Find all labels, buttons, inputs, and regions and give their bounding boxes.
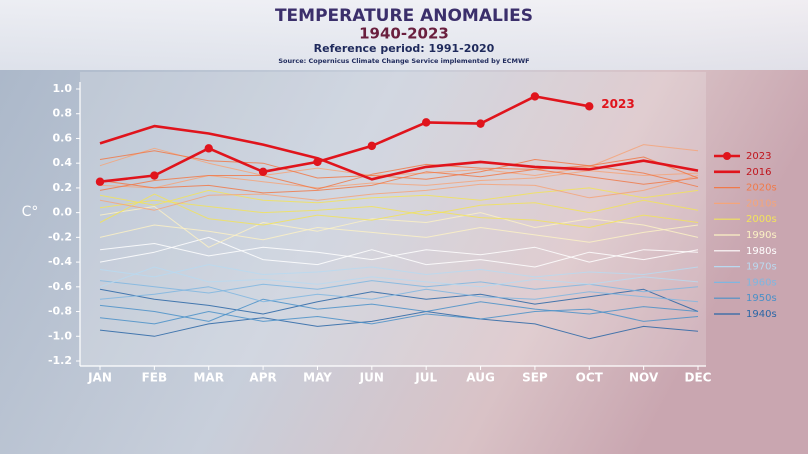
- decade-line: [99, 286, 699, 303]
- decade-line: [99, 150, 699, 180]
- y-axis-label: C°: [22, 204, 39, 220]
- y-tick-label: -1.2: [48, 354, 72, 367]
- point: [367, 141, 377, 151]
- x-tick-label: APR: [249, 371, 276, 385]
- decade-line: [99, 298, 699, 322]
- legend-label: 2020s: [746, 183, 777, 194]
- decade-line: [99, 280, 699, 294]
- y-tick-label: 0.8: [53, 107, 73, 120]
- point: [95, 177, 105, 186]
- plot-area: [80, 72, 706, 366]
- decade-line: [99, 224, 699, 243]
- x-tick-label: AUG: [466, 371, 495, 385]
- highlight-line: [99, 124, 699, 181]
- decade-line: [99, 288, 699, 315]
- chart-source: Source: Copernicus Climate Change Servic…: [278, 57, 529, 65]
- y-tick-label: 0.4: [53, 156, 73, 169]
- x-tick-label: JAN: [87, 371, 112, 385]
- legend-label: 2010s: [746, 198, 777, 209]
- decade-line: [99, 187, 699, 206]
- point: [421, 118, 431, 127]
- y-tick-label: 0.0: [53, 206, 73, 219]
- point: [476, 119, 485, 128]
- y-tick-label: 0.2: [53, 181, 73, 194]
- decade-line: [99, 206, 699, 248]
- decade-line: [99, 243, 699, 263]
- x-tick-label: JUN: [359, 371, 384, 385]
- x-tick-label: NOV: [629, 371, 659, 385]
- y-tick-label: 0.6: [53, 131, 73, 144]
- legend-label: 1970s: [746, 262, 777, 273]
- chart-subtitle: 1940-2023: [359, 25, 449, 43]
- point: [204, 144, 213, 153]
- decade-line: [99, 163, 699, 191]
- y-tick-label: -0.4: [48, 255, 72, 268]
- x-tick-label: DEC: [685, 371, 712, 385]
- x-tick-label: MAR: [193, 371, 223, 385]
- y-tick-label: -0.8: [48, 305, 72, 318]
- x-tick-label: FEB: [142, 371, 168, 385]
- legend-marker: [723, 152, 731, 160]
- legend-label: 2000s: [746, 214, 777, 225]
- point: [530, 92, 540, 101]
- y-tick-label: 1.0: [53, 82, 73, 95]
- decade-line: [99, 193, 699, 228]
- chart-title: TEMPERATURE ANOMALIES: [275, 6, 533, 26]
- annotation: 2023: [601, 97, 634, 111]
- legend-label: 2023: [746, 151, 771, 162]
- x-tick-label: MAY: [303, 371, 332, 385]
- decade-line: [99, 199, 699, 216]
- point: [258, 167, 268, 177]
- decade-line: [99, 311, 699, 340]
- legend-label: 1950s: [746, 293, 777, 304]
- legend-label: 1960s: [746, 277, 777, 288]
- point: [585, 102, 594, 111]
- y-tick-label: -0.6: [48, 280, 72, 293]
- decade-line: [99, 308, 699, 325]
- legend-label: 1940s: [746, 309, 777, 320]
- decade-line: [99, 236, 699, 268]
- legend-label: 2016: [746, 167, 771, 178]
- x-tick-label: JUL: [414, 371, 437, 385]
- legend-label: 1980s: [746, 246, 777, 257]
- chart-caption: Reference period: 1991-2020: [314, 42, 495, 55]
- decade-line: [99, 264, 699, 278]
- highlight-line: [99, 95, 590, 183]
- y-tick-label: -1.0: [48, 329, 72, 342]
- header-band: [0, 0, 808, 70]
- point: [150, 171, 159, 180]
- decade-line: [99, 266, 699, 288]
- y-tick-label: -0.2: [48, 230, 72, 243]
- decade-line: [99, 175, 699, 211]
- x-tick-label: OCT: [576, 371, 604, 385]
- x-tick-label: SEP: [522, 371, 548, 385]
- legend-label: 1990s: [746, 230, 777, 241]
- decade-line: [99, 170, 699, 189]
